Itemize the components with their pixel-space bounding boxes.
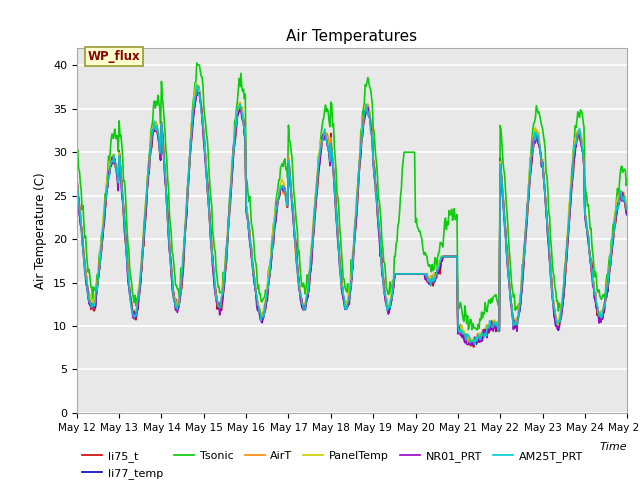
Text: WP_flux: WP_flux xyxy=(88,50,140,63)
Legend: li75_t, li77_temp, Tsonic, AirT, PanelTemp, NR01_PRT, AM25T_PRT: li75_t, li77_temp, Tsonic, AirT, PanelTe… xyxy=(83,451,583,479)
Text: Time: Time xyxy=(600,442,627,452)
Title: Air Temperatures: Air Temperatures xyxy=(287,29,417,44)
Y-axis label: Air Temperature (C): Air Temperature (C) xyxy=(35,172,47,288)
